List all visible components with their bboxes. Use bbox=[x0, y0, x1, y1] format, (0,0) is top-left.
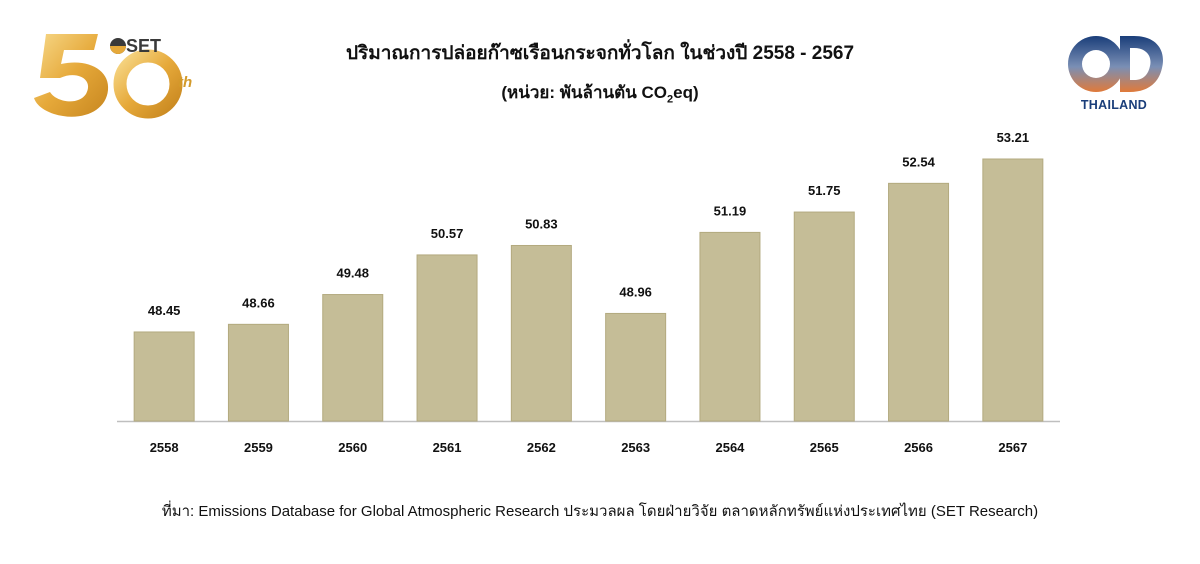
chart-title: ปริมาณการปล่อยก๊าซเรือนกระจกทั่วโลก ในช่… bbox=[345, 43, 855, 64]
data-label-2566: 52.54 bbox=[902, 154, 935, 169]
bar-2565 bbox=[793, 211, 855, 422]
unit-subscript: 2 bbox=[667, 93, 674, 106]
x-tick-label-2559: 2559 bbox=[244, 440, 273, 455]
chart-unit-subtitle: (หน่วย: พันล้านตัน CO2eq) bbox=[300, 79, 900, 106]
x-tick-label-2560: 2560 bbox=[338, 440, 367, 455]
set-logo-text: SET bbox=[126, 36, 162, 56]
bar-2566 bbox=[888, 182, 950, 422]
x-tick-label-2558: 2558 bbox=[150, 440, 179, 455]
data-label-2565: 51.75 bbox=[808, 183, 841, 198]
set-50th-logo-graphic bbox=[34, 34, 183, 119]
x-tick-label-2565: 2565 bbox=[810, 440, 839, 455]
data-label-2558: 48.45 bbox=[148, 303, 181, 318]
x-tick-label-2561: 2561 bbox=[433, 440, 462, 455]
sd-logo-text: THAILAND bbox=[1080, 98, 1148, 112]
x-tick-label-2562: 2562 bbox=[527, 440, 556, 455]
data-label-2562: 50.83 bbox=[525, 216, 558, 231]
unit-prefix: (หน่วย: พันล้านตัน CO bbox=[501, 83, 668, 102]
bar-2563 bbox=[605, 312, 667, 422]
sd-thailand-logo: THAILAND bbox=[1062, 30, 1166, 120]
x-tick-label-2567: 2567 bbox=[998, 440, 1027, 455]
set-logo-th: th bbox=[178, 74, 193, 91]
bar-2562 bbox=[510, 244, 572, 422]
set-50th-logo: SET th bbox=[28, 22, 200, 122]
data-label-2567: 53.21 bbox=[997, 130, 1030, 145]
sd-logo-graphic bbox=[1068, 36, 1163, 92]
source-note: ที่มา: Emissions Database for Global Atm… bbox=[161, 503, 1039, 520]
bar-2560 bbox=[322, 294, 384, 422]
bar-2561 bbox=[416, 254, 478, 422]
bar-2564 bbox=[699, 231, 761, 422]
x-tick-label-2566: 2566 bbox=[904, 440, 933, 455]
x-tick-label-2564: 2564 bbox=[715, 440, 745, 455]
data-label-2564: 51.19 bbox=[714, 203, 747, 218]
bar-2558 bbox=[133, 331, 195, 422]
data-label-2559: 48.66 bbox=[242, 295, 275, 310]
x-tick-label-2563: 2563 bbox=[621, 440, 650, 455]
data-label-2561: 50.57 bbox=[431, 226, 464, 241]
bar-2567 bbox=[982, 158, 1044, 422]
data-label-2563: 48.96 bbox=[619, 284, 652, 299]
data-label-2560: 49.48 bbox=[336, 266, 369, 281]
bar-2559 bbox=[227, 323, 289, 422]
unit-suffix: eq) bbox=[673, 83, 699, 102]
